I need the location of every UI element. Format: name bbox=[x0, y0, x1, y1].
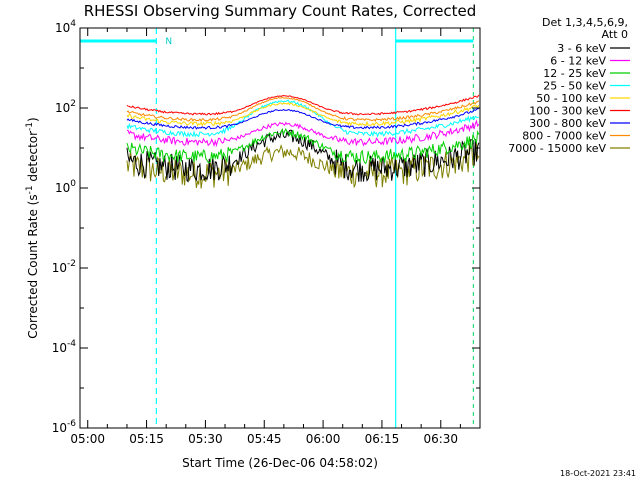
y-tick-label: 102 bbox=[55, 99, 76, 115]
x-tick-label: 05:15 bbox=[129, 432, 164, 446]
legend-label: 100 - 300 keV bbox=[529, 105, 606, 118]
legend-label: 3 - 6 keV bbox=[557, 42, 606, 55]
plot-frame bbox=[79, 27, 481, 429]
legend-label: 7000 - 15000 keV bbox=[508, 142, 606, 155]
series-trace-4 bbox=[126, 99, 479, 138]
y-tick-label: 104 bbox=[55, 19, 76, 35]
legend-label: 300 - 800 keV bbox=[529, 117, 606, 130]
x-tick-label: 05:30 bbox=[188, 432, 223, 446]
legend-header-line-1: Det 1,3,4,5,6,9, bbox=[542, 16, 628, 29]
y-axis-label-exp-2: -1 bbox=[25, 122, 35, 131]
series-trace-6 bbox=[126, 94, 480, 116]
legend-label: 12 - 25 keV bbox=[543, 67, 606, 80]
x-tick-label: 05:00 bbox=[70, 432, 105, 446]
x-axis-label: Start Time (26-Dec-06 04:58:02) bbox=[182, 456, 378, 470]
y-axis-label: Corrected Count Rate (s-1 detector-1) bbox=[25, 117, 40, 338]
series-trace-7 bbox=[126, 107, 479, 130]
legend-label: 800 - 7000 keV bbox=[522, 130, 606, 143]
y-tick-label: 10-4 bbox=[52, 339, 77, 355]
y-tick-label: 10-2 bbox=[52, 259, 76, 275]
series-trace-2 bbox=[126, 119, 480, 148]
series-trace-5 bbox=[126, 102, 480, 127]
footer-timestamp: 18-Oct-2021 23:41 bbox=[560, 469, 636, 478]
y-axis-label-middle: detector bbox=[26, 131, 40, 186]
legend-label: 25 - 50 keV bbox=[543, 80, 606, 93]
series-trace-1 bbox=[126, 128, 480, 183]
x-tick-label: 06:00 bbox=[306, 432, 341, 446]
y-axis-label-exp-1: -1 bbox=[25, 185, 35, 194]
night-flag-label: N bbox=[165, 37, 172, 47]
plot-area: N 10-6 10-4 10-2 100 102 104 05:00 05:15 05:30 05:… bbox=[52, 19, 607, 446]
y-tick-label: 10-6 bbox=[52, 419, 77, 435]
legend: Det 1,3,4,5,6,9, Att 0 bbox=[542, 16, 630, 149]
x-tick-label: 06:15 bbox=[365, 432, 400, 446]
x-tick-label: 06:30 bbox=[423, 432, 458, 446]
x-tick-label: 05:45 bbox=[247, 432, 282, 446]
y-axis-label-main: Corrected Count Rate (s bbox=[26, 194, 40, 338]
y-axis-label-end: ) bbox=[26, 117, 40, 122]
chart-title: RHESSI Observing Summary Count Rates, Co… bbox=[84, 2, 477, 20]
legend-header-line-2: Att 0 bbox=[602, 28, 628, 41]
legend-label: 6 - 12 keV bbox=[550, 55, 606, 68]
series-trace-8 bbox=[126, 96, 480, 122]
legend-label: 50 - 100 keV bbox=[536, 92, 606, 105]
y-tick-label: 100 bbox=[55, 179, 76, 195]
series-trace-3 bbox=[126, 127, 480, 165]
